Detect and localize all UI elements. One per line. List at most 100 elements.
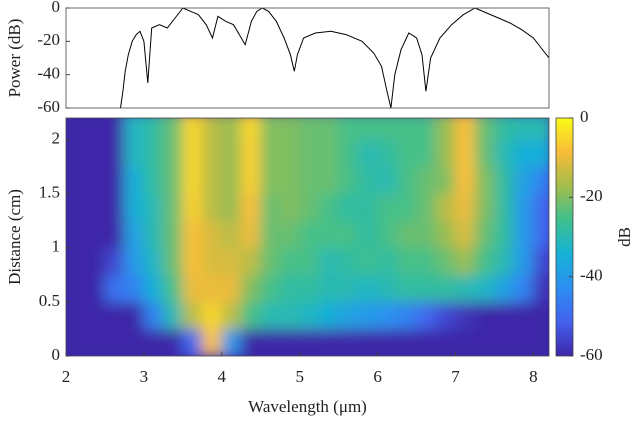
heatmap-cell — [493, 118, 515, 141]
heatmap-cell — [123, 220, 145, 249]
heatmap-cell — [493, 328, 515, 356]
heatmap-cell — [221, 328, 242, 356]
heatmap-cell — [396, 220, 418, 249]
y-tick-label: 0 — [52, 0, 61, 16]
heatmap-cell — [143, 328, 164, 356]
heatmap-cell — [123, 139, 145, 168]
heatmap-cell — [357, 328, 379, 356]
heatmap-cell — [182, 220, 203, 249]
y-tick-label: -60 — [37, 97, 60, 116]
heatmap-cell — [221, 301, 242, 330]
heatmap-cell — [474, 139, 495, 168]
heatmap-cell — [84, 274, 106, 303]
heatmap-cell — [318, 166, 340, 195]
y-axis-label: Power (dB) — [5, 19, 24, 98]
heatmap-cell — [455, 247, 476, 276]
heatmap-cell — [416, 166, 437, 195]
heatmap-cell — [221, 139, 242, 168]
heatmap-cell — [104, 328, 125, 356]
heatmap-cell — [182, 328, 203, 356]
heatmap-cell — [532, 118, 549, 141]
heatmap-cell — [201, 166, 223, 195]
x-tick-label: 5 — [295, 367, 304, 386]
heatmap-cell — [221, 220, 242, 249]
heatmap-cell — [513, 301, 534, 330]
y-tick-label: 2 — [52, 129, 61, 148]
heatmap-cell — [474, 301, 495, 330]
heatmap-cell — [162, 301, 184, 330]
heatmap-cell — [279, 247, 301, 276]
heatmap-cell — [416, 118, 437, 141]
heatmap-cell — [260, 118, 281, 141]
heatmap-cell — [66, 301, 86, 330]
heatmap-cell — [338, 118, 359, 141]
heatmap-cell — [474, 166, 495, 195]
heatmap-cell — [513, 139, 534, 168]
heatmap-cell — [377, 118, 398, 141]
y-tick-label: 0.5 — [39, 291, 60, 310]
heatmap-cell — [377, 247, 398, 276]
heatmap-cell — [66, 118, 86, 141]
heatmap-cell — [240, 247, 262, 276]
y-tick-label: 0 — [52, 345, 61, 364]
heatmap-cell — [357, 139, 379, 168]
heatmap-cell — [84, 139, 106, 168]
heatmap-cell — [182, 274, 203, 303]
heatmap-cell — [318, 139, 340, 168]
heatmap-cell — [201, 139, 223, 168]
heatmap-cell — [513, 247, 534, 276]
heatmap-cell — [201, 274, 223, 303]
heatmap-cell — [435, 220, 457, 249]
heatmap-cell — [279, 328, 301, 356]
heatmap-cell — [260, 139, 281, 168]
heatmap-cell — [299, 247, 320, 276]
heatmap-cell — [279, 220, 301, 249]
heatmap-cell — [182, 166, 203, 195]
heatmap-cell — [474, 220, 495, 249]
heatmap-cell — [182, 118, 203, 141]
heatmap-cell — [435, 139, 457, 168]
x-tick-label: 7 — [451, 367, 460, 386]
y-tick-label: 1 — [52, 237, 61, 256]
heatmap-cell — [104, 247, 125, 276]
heatmap-cell — [162, 139, 184, 168]
x-tick-label: 4 — [218, 367, 227, 386]
colorbar — [555, 117, 574, 357]
heatmap-cell — [493, 139, 515, 168]
heatmap-cell — [396, 247, 418, 276]
heatmap-cell — [66, 139, 86, 168]
heatmap-cell — [162, 118, 184, 141]
heatmap-cell — [66, 274, 86, 303]
heatmap-cell — [260, 274, 281, 303]
colorbar-label: dB — [615, 227, 634, 247]
heatmap-cell — [162, 220, 184, 249]
heatmap-cell — [221, 118, 242, 141]
heatmap-cell — [513, 220, 534, 249]
heatmap-cell — [221, 193, 242, 222]
heatmap-cell — [182, 247, 203, 276]
colorbar-tick-label: -40 — [580, 266, 603, 285]
heatmap-cell — [455, 193, 476, 222]
heatmap-cell — [338, 139, 359, 168]
plot-area — [120, 8, 549, 108]
heatmap-cell — [357, 193, 379, 222]
spectrum-line — [120, 8, 549, 108]
heatmap-cell — [84, 328, 106, 356]
heatmap-cell — [532, 139, 549, 168]
heatmap-cell — [377, 139, 398, 168]
heatmap-cell — [182, 139, 203, 168]
x-tick-label: 8 — [529, 367, 538, 386]
heatmap-cell — [513, 193, 534, 222]
heatmap-cell — [377, 193, 398, 222]
heatmap-cell — [123, 166, 145, 195]
heatmap-cell — [162, 193, 184, 222]
heatmap-cell — [143, 301, 164, 330]
heatmap-cell — [318, 118, 340, 141]
heatmap-cell — [396, 118, 418, 141]
heatmap-cell — [240, 193, 262, 222]
heatmap-cell — [260, 301, 281, 330]
heatmap-cell — [416, 301, 437, 330]
heatmap-cell — [260, 328, 281, 356]
heatmap-cell — [143, 220, 164, 249]
